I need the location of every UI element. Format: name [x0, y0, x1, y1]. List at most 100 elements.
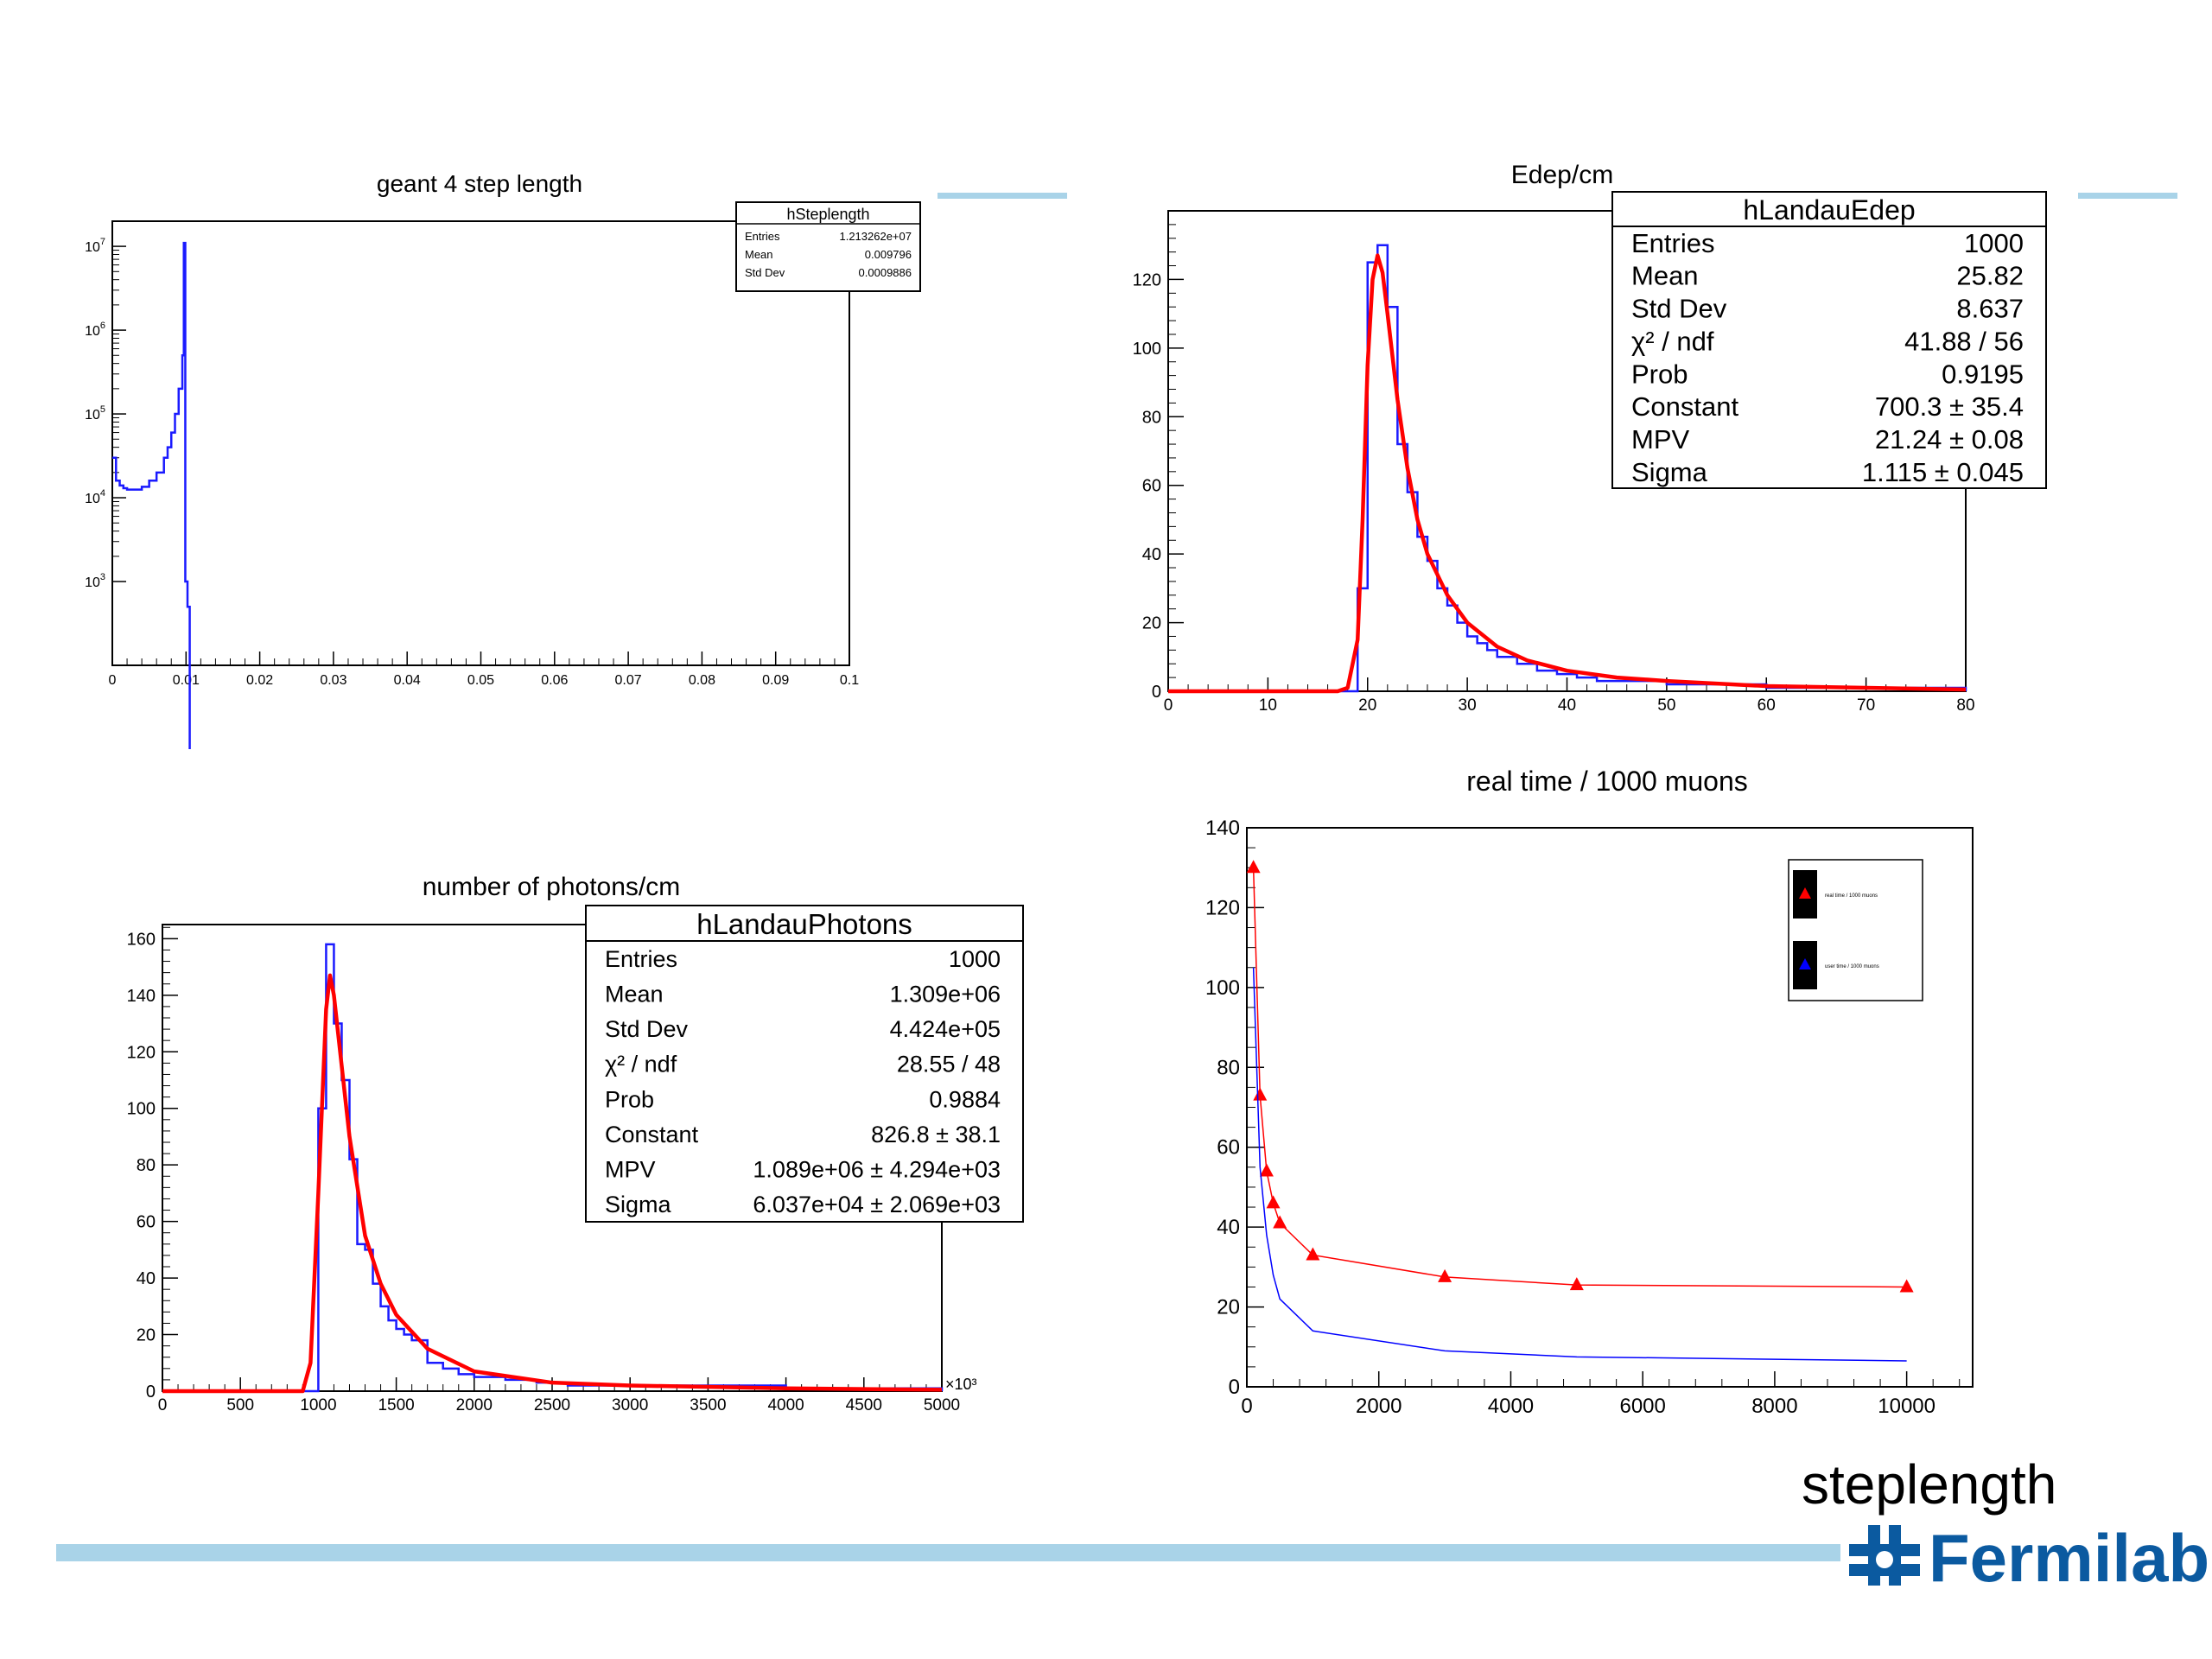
accent-bar-bottom — [56, 1544, 1840, 1561]
y-tick-label: 20 — [1217, 1296, 1240, 1319]
y-tick-label: 0 — [1152, 683, 1161, 702]
x-tick-label: 0.1 — [840, 673, 859, 688]
x-tick-label: 0.03 — [320, 673, 346, 688]
y-tick-label: 60 — [137, 1213, 156, 1232]
stats-value: 0.9195 — [1942, 359, 2024, 389]
y-tick-label: 120 — [1133, 270, 1161, 289]
y-tick-label: 40 — [1142, 545, 1161, 564]
stats-value: 25.82 — [1956, 261, 2024, 291]
chart-title: number of photons/cm — [423, 873, 681, 901]
stats-box — [585, 905, 1024, 1223]
stats-label: Entries — [745, 230, 780, 243]
x-tick-label: 2500 — [534, 1396, 570, 1414]
y-tick-label: 60 — [1217, 1136, 1240, 1160]
footer-text: steplength — [1802, 1453, 2057, 1516]
x-tick-label: 20 — [1358, 696, 1376, 715]
x-tick-label: 50 — [1657, 696, 1675, 715]
stats-value: 1.213262e+07 — [839, 230, 912, 243]
stats-value: 1.309e+06 — [890, 981, 1001, 1007]
data-point-marker — [1266, 1195, 1281, 1209]
y-tick-label: 140 — [127, 987, 156, 1006]
stats-label: Prob — [1631, 359, 1688, 389]
fermilab-logo-text: Fermilab — [1929, 1520, 2209, 1596]
stats-label: Sigma — [1631, 457, 1708, 487]
stats-box-title: hLandauPhotons — [696, 908, 912, 940]
stats-value: 1.115 ± 0.045 — [1862, 457, 2024, 487]
data-point-marker — [1438, 1268, 1452, 1282]
y-tick-label: 80 — [137, 1156, 156, 1175]
stats-value: 1000 — [949, 946, 1001, 972]
stats-label: MPV — [605, 1157, 656, 1183]
accent-bar-top-left — [938, 193, 1067, 199]
y-tick-label: 140 — [1205, 817, 1240, 840]
legend-label: real time / 1000 muons — [1825, 893, 1878, 899]
x-tick-label: 4500 — [846, 1396, 882, 1414]
stats-label: χ² / ndf — [605, 1052, 677, 1077]
data-point-marker — [1246, 860, 1261, 874]
x-tick-label: 6000 — [1619, 1395, 1665, 1418]
x-tick-label: 0.05 — [467, 673, 494, 688]
x-tick-label: 2000 — [1356, 1395, 1402, 1418]
y-tick-label: 100 — [1205, 976, 1240, 1000]
data-point-marker — [1569, 1277, 1584, 1291]
y-tick-label: 120 — [1205, 896, 1240, 919]
stats-value: 4.424e+05 — [890, 1016, 1001, 1042]
y-tick-label: 0 — [1229, 1376, 1240, 1399]
fermilab-logo-icon — [1849, 1525, 1920, 1586]
y-tick-label: 107 — [85, 237, 105, 255]
y-tick-label: 40 — [137, 1269, 156, 1288]
stats-box-title: hSteplength — [786, 206, 869, 223]
chart-real-time: real time / 1000 muons 0 2000 4000 6000 8000 1… — [1205, 766, 1974, 1418]
y-tick-label: 100 — [1133, 340, 1161, 359]
x-tick-label: 10 — [1259, 696, 1277, 715]
stats-label: Mean — [745, 248, 773, 261]
x-tick-label: 0.06 — [541, 673, 568, 688]
stats-label: Mean — [605, 981, 664, 1007]
x-tick-label: 0.02 — [246, 673, 273, 688]
stats-label: Entries — [1631, 228, 1714, 258]
data-point-marker — [1899, 1279, 1914, 1293]
x-tick-label: 10000 — [1878, 1395, 1936, 1418]
x-tick-label: 0 — [158, 1396, 168, 1414]
x-tick-label: 500 — [226, 1396, 254, 1414]
x-tick-label: 0 — [1164, 696, 1173, 715]
x-tick-label: 80 — [1956, 696, 1974, 715]
x-tick-label: 70 — [1857, 696, 1875, 715]
stats-label: Entries — [605, 946, 677, 972]
legend-marker — [1799, 958, 1811, 969]
stats-label: Std Dev — [745, 266, 785, 279]
fermilab-logo: Fermilab — [1849, 1520, 2209, 1596]
x-tick-label: 60 — [1758, 696, 1776, 715]
stats-value: 1000 — [1964, 228, 2024, 258]
data-point-marker — [1259, 1163, 1274, 1177]
x-tick-label: 0.04 — [394, 673, 421, 688]
y-tick-label: 80 — [1142, 408, 1161, 427]
x-tick-label: 8000 — [1751, 1395, 1797, 1418]
x-tick-label: 2000 — [456, 1396, 493, 1414]
y-tick-label: 40 — [1217, 1216, 1240, 1239]
x-tick-label: 0.07 — [615, 673, 642, 688]
chart-step-length: geant 4 step length 0 0.01 0.02 0.03 0.04 0.05… — [85, 170, 921, 749]
x-tick-label: 4000 — [767, 1396, 804, 1414]
stats-box — [1611, 191, 2047, 489]
series-line — [1252, 967, 1907, 1362]
x-tick-label: 5000 — [924, 1396, 960, 1414]
y-tick-label: 103 — [85, 572, 105, 590]
y-tick-label: 120 — [127, 1043, 156, 1062]
x-tick-label: 1500 — [378, 1396, 414, 1414]
stats-value: 8.637 — [1956, 294, 2024, 324]
x-tick-label: 0.09 — [762, 673, 789, 688]
x-tick-label: 3000 — [612, 1396, 648, 1414]
stats-label: Prob — [605, 1086, 654, 1112]
stats-value: 0.9884 — [929, 1086, 1001, 1112]
fit-curve — [162, 973, 943, 1394]
stats-value: 41.88 / 56 — [1904, 326, 2024, 356]
stats-value: 826.8 ± 38.1 — [871, 1122, 1001, 1147]
stats-label: Std Dev — [1631, 294, 1727, 324]
stats-box-title: hLandauEdep — [1743, 194, 1915, 226]
stats-value: 21.24 ± 0.08 — [1875, 424, 2024, 454]
stats-label: χ² / ndf — [1631, 326, 1714, 356]
y-tick-label: 106 — [85, 321, 105, 339]
y-tick-label: 100 — [127, 1100, 156, 1119]
